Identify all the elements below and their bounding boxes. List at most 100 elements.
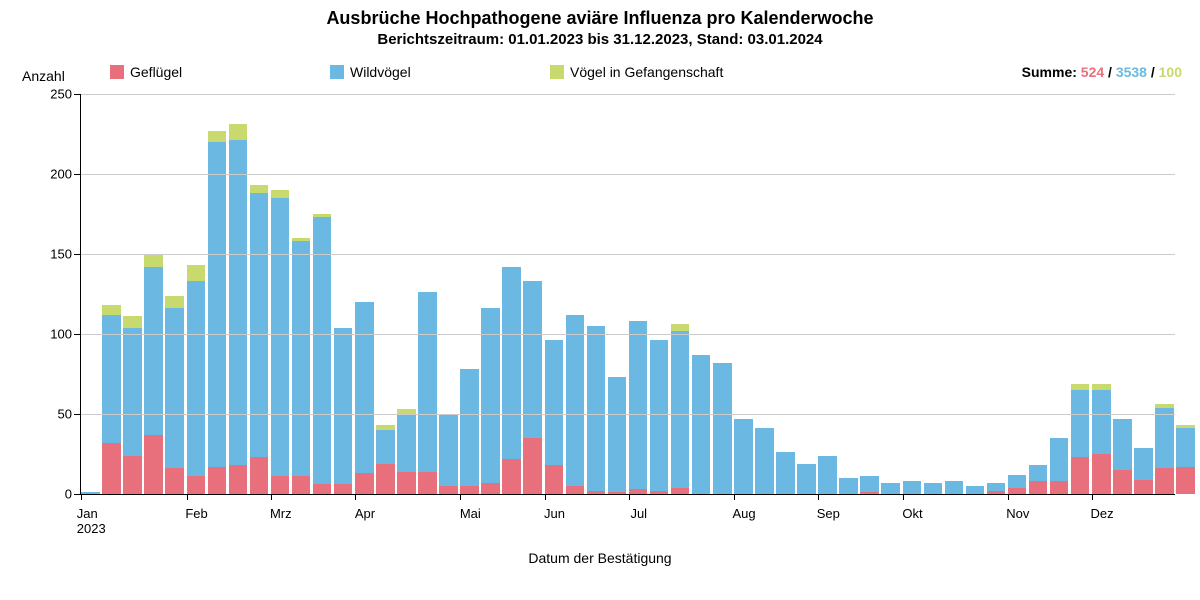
bar-segment (187, 476, 206, 494)
x-tick-label: Aug (732, 506, 755, 521)
x-tick-mark (545, 494, 546, 500)
y-tick-label: 100 (32, 327, 72, 342)
bar-column (881, 483, 900, 494)
bar-column (334, 328, 353, 494)
bar-segment (966, 486, 985, 494)
bar-column (924, 483, 943, 494)
x-tick-label: Feb (185, 506, 207, 521)
bar-column (966, 486, 985, 494)
y-tick-label: 250 (32, 87, 72, 102)
chart-subtitle: Berichtszeitraum: 01.01.2023 bis 31.12.2… (0, 31, 1200, 48)
y-tick-mark (74, 334, 80, 335)
bar-column (271, 190, 290, 494)
bar-segment (165, 308, 184, 468)
bar-column (418, 292, 437, 494)
x-tick-label: Okt (902, 506, 922, 521)
bar-segment (776, 452, 795, 494)
bar-segment (566, 315, 585, 486)
legend-item: Wildvögel (330, 64, 411, 80)
bar-segment (208, 142, 227, 467)
x-tick-label: Jun (544, 506, 565, 521)
bar-column (355, 302, 374, 494)
y-axis-line (80, 94, 81, 494)
x-tick-mark (1008, 494, 1009, 500)
bar-segment (355, 302, 374, 473)
bar-segment (123, 456, 142, 494)
bar-segment (292, 476, 311, 494)
bar-segment (1134, 448, 1153, 480)
bar-segment (102, 305, 121, 315)
bar-column (397, 409, 416, 494)
bar-column (587, 326, 606, 494)
bar-segment (945, 481, 964, 494)
y-tick-label: 200 (32, 167, 72, 182)
bar-segment (903, 481, 922, 494)
bar-segment (1155, 468, 1174, 494)
grid-line (80, 414, 1175, 415)
chart-title-block: Ausbrüche Hochpathogene aviäre Influenza… (0, 8, 1200, 48)
bar-segment (123, 328, 142, 456)
legend-swatch (550, 65, 564, 79)
x-tick-mark (1092, 494, 1093, 500)
x-tick-label: Mai (460, 506, 481, 521)
bar-segment (439, 414, 458, 486)
bar-segment (1050, 481, 1069, 494)
bar-segment (271, 476, 290, 494)
bar-segment (1029, 481, 1048, 494)
bar-column (376, 425, 395, 494)
x-tick-mark (81, 494, 82, 500)
bar-segment (987, 483, 1006, 491)
bar-segment (271, 190, 290, 198)
grid-line (80, 254, 1175, 255)
bar-segment (376, 464, 395, 494)
bar-segment (144, 267, 163, 435)
bar-segment (924, 483, 943, 494)
bar-segment (334, 328, 353, 485)
bar-segment (734, 419, 753, 494)
bar-segment (334, 484, 353, 494)
x-tick-mark (271, 494, 272, 500)
bar-segment (102, 443, 121, 494)
x-tick-mark (460, 494, 461, 500)
bar-column (439, 414, 458, 494)
bar-segment (1071, 390, 1090, 457)
plot-area (80, 94, 1175, 494)
bar-segment (566, 486, 585, 494)
y-tick-mark (74, 414, 80, 415)
bar-segment (502, 459, 521, 494)
bar-segment (1071, 457, 1090, 494)
bar-column (545, 340, 564, 494)
bar-segment (292, 241, 311, 476)
bar-column (566, 315, 585, 494)
legend-label: Geflügel (130, 64, 182, 80)
bar-segment (818, 456, 837, 494)
bar-segment (1092, 454, 1111, 494)
bar-segment (692, 355, 711, 494)
legend-item: Vögel in Gefangenschaft (550, 64, 723, 80)
bar-column (755, 428, 774, 494)
bar-segment (502, 267, 521, 459)
bar-segment (1134, 480, 1153, 494)
bar-segment (1176, 467, 1195, 494)
bar-segment (397, 472, 416, 494)
bar-segment (271, 198, 290, 476)
bar-column (1029, 465, 1048, 494)
bar-segment (313, 217, 332, 484)
x-tick-label: Apr (355, 506, 375, 521)
bar-segment (1092, 390, 1111, 454)
y-tick-mark (74, 94, 80, 95)
bar-column (165, 296, 184, 494)
bar-segment (545, 465, 564, 494)
bar-column (1008, 475, 1027, 494)
bar-column (1176, 425, 1195, 494)
bar-column (860, 476, 879, 494)
bar-column (671, 324, 690, 494)
bar-segment (418, 292, 437, 471)
bar-column (629, 321, 648, 494)
legend: Summe: 524 / 3538 / 100 Geflügel Wildvöge… (0, 64, 1200, 86)
grid-line (80, 94, 1175, 95)
summary-totals: Summe: 524 / 3538 / 100 (1022, 64, 1182, 80)
bar-segment (860, 476, 879, 492)
bar-segment (250, 185, 269, 193)
bar-column (713, 363, 732, 494)
